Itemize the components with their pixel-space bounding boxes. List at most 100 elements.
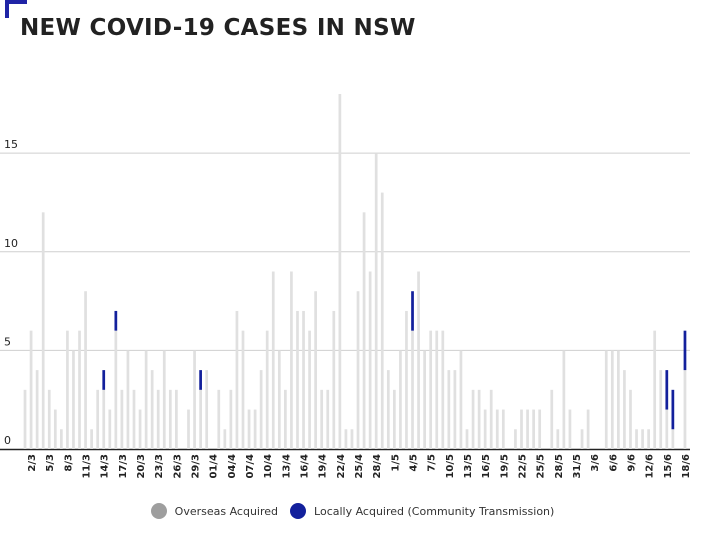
bar-overseas-5/5 [417, 271, 420, 449]
bar-overseas-18/6 [683, 370, 687, 449]
chart-title: NEW COVID-19 CASES IN NSW [20, 15, 416, 41]
bar-overseas-29/5 [562, 350, 566, 449]
y-tick-label-10: 10 [4, 237, 18, 250]
bar-overseas-20/4 [326, 389, 330, 449]
x-tick-label-8/3: 8/3 [63, 454, 74, 472]
bar-local-16/3 [114, 310, 118, 331]
x-tick-label-19/5: 19/5 [499, 454, 510, 479]
bar-overseas-25/5 [538, 409, 542, 449]
x-tick-label-4/5: 4/5 [409, 454, 420, 472]
bar-overseas-13/6 [653, 330, 657, 449]
bar-overseas-3/3 [35, 370, 39, 449]
bar-overseas-15/6 [665, 409, 669, 449]
bar-overseas-3/5 [405, 310, 408, 449]
x-tick-label-22/4: 22/4 [336, 454, 347, 479]
bar-overseas-16/4 [302, 310, 305, 449]
bar-overseas-18/3 [126, 350, 130, 449]
legend: Overseas Acquired Locally Acquired (Comm… [0, 503, 705, 519]
bar-overseas-15/4 [296, 310, 299, 449]
y-tick-label-0: 0 [4, 434, 11, 447]
bar-overseas-2/4 [217, 389, 221, 449]
x-tick-label-16/5: 16/5 [481, 454, 492, 479]
bar-overseas-5/4 [235, 310, 239, 449]
bar-chart: 0 5 10 15 2/3 5/3 8/3 11/3 14/3 17/3 20/3 23/3 26/3… [0, 94, 692, 479]
bar-overseas-7/5 [429, 330, 433, 449]
bar-overseas-19/4 [320, 389, 324, 449]
bar-local-4/5 [411, 291, 414, 331]
bar-overseas-6/3 [53, 409, 57, 449]
bar-overseas-29/3 [193, 350, 196, 449]
x-tick-label-31/5: 31/5 [572, 454, 583, 479]
x-tick-label-11/3: 11/3 [82, 454, 93, 479]
x-tick-label-25/4: 25/4 [354, 454, 365, 479]
bar-overseas-7/4 [247, 409, 251, 449]
bar-overseas-16/5 [483, 409, 487, 449]
bar-overseas-31/3 [205, 370, 209, 449]
bar-overseas-16/6 [671, 429, 675, 449]
bar-local-18/6 [683, 330, 687, 371]
x-tick-label-01/4: 01/4 [209, 454, 220, 479]
bar-overseas-12/4 [277, 350, 281, 449]
corner-accent-mark [5, 0, 27, 18]
bar-local-30/3 [199, 370, 202, 390]
x-tick-label-28/4: 28/4 [372, 454, 383, 479]
bar-overseas-21/4 [332, 310, 336, 449]
x-tick-label-28/5: 28/5 [554, 454, 565, 479]
bar-overseas-9/6 [629, 389, 632, 449]
bar-overseas-13/4 [284, 389, 287, 449]
x-tick-label-26/3: 26/3 [172, 454, 183, 479]
bar-overseas-19/5 [501, 409, 505, 449]
x-tick-label-3/6: 3/6 [590, 454, 601, 472]
legend-item-local: Locally Acquired (Community Transmission… [290, 503, 554, 519]
bar-overseas-25/4 [356, 291, 360, 449]
bar-overseas-17/4 [308, 330, 311, 449]
bar-overseas-14/3 [102, 389, 106, 449]
bar-overseas-9/4 [259, 370, 263, 449]
bar-overseas-8/5 [435, 330, 439, 449]
bar-overseas-2/3 [29, 330, 33, 449]
bar-overseas-29/4 [380, 192, 384, 450]
bar-overseas-15/5 [477, 389, 481, 449]
bar-overseas-30/4 [386, 370, 390, 449]
bar-overseas-7/3 [59, 429, 63, 449]
x-tick-label-18/6: 18/6 [681, 454, 692, 479]
bar-overseas-12/6 [647, 429, 650, 449]
x-tick-label-7/5: 7/5 [427, 454, 438, 472]
x-tick-label-25/5: 25/5 [536, 454, 547, 479]
bar-overseas-8/3 [66, 330, 69, 449]
bar-overseas-30/3 [199, 389, 202, 449]
x-tick-label-13/5: 13/5 [463, 454, 474, 479]
bar-overseas-10/5 [447, 370, 451, 449]
bar-overseas-7/6 [617, 350, 620, 449]
bar-overseas-28/3 [187, 409, 190, 449]
bar-overseas-3/4 [223, 429, 227, 449]
bar-overseas-24/5 [532, 409, 535, 449]
legend-swatch-overseas [150, 503, 167, 519]
x-tick-label-22/5: 22/5 [518, 454, 529, 479]
bars [23, 94, 687, 450]
bar-overseas-24/3 [162, 350, 166, 449]
x-tick-label-9/6: 9/6 [626, 454, 637, 472]
bar-overseas-1/5 [392, 389, 396, 449]
bar-overseas-14/4 [290, 271, 293, 449]
bar-overseas-13/5 [465, 429, 469, 449]
bar-overseas-11/5 [453, 370, 457, 449]
y-tick-label-5: 5 [4, 335, 11, 348]
x-tick-label-5/3: 5/3 [45, 454, 56, 472]
bar-overseas-18/4 [314, 291, 317, 449]
x-tick-label-10/4: 10/4 [263, 454, 274, 479]
bar-overseas-14/5 [471, 389, 475, 449]
bar-overseas-17/5 [489, 389, 493, 449]
bar-overseas-14/6 [659, 370, 663, 449]
bar-overseas-22/3 [150, 370, 154, 449]
bar-overseas-11/6 [641, 429, 644, 449]
bar-overseas-19/3 [132, 389, 136, 449]
bar-overseas-28/4 [374, 153, 378, 450]
x-tick-label-15/6: 15/6 [663, 454, 674, 479]
bar-overseas-10/3 [78, 330, 81, 449]
bar-overseas-6/5 [423, 350, 426, 449]
bar-overseas-13/3 [96, 389, 100, 449]
x-tick-label-13/4: 13/4 [281, 454, 292, 479]
x-tick-label-20/3: 20/3 [136, 454, 147, 479]
bar-overseas-5/6 [604, 350, 608, 449]
